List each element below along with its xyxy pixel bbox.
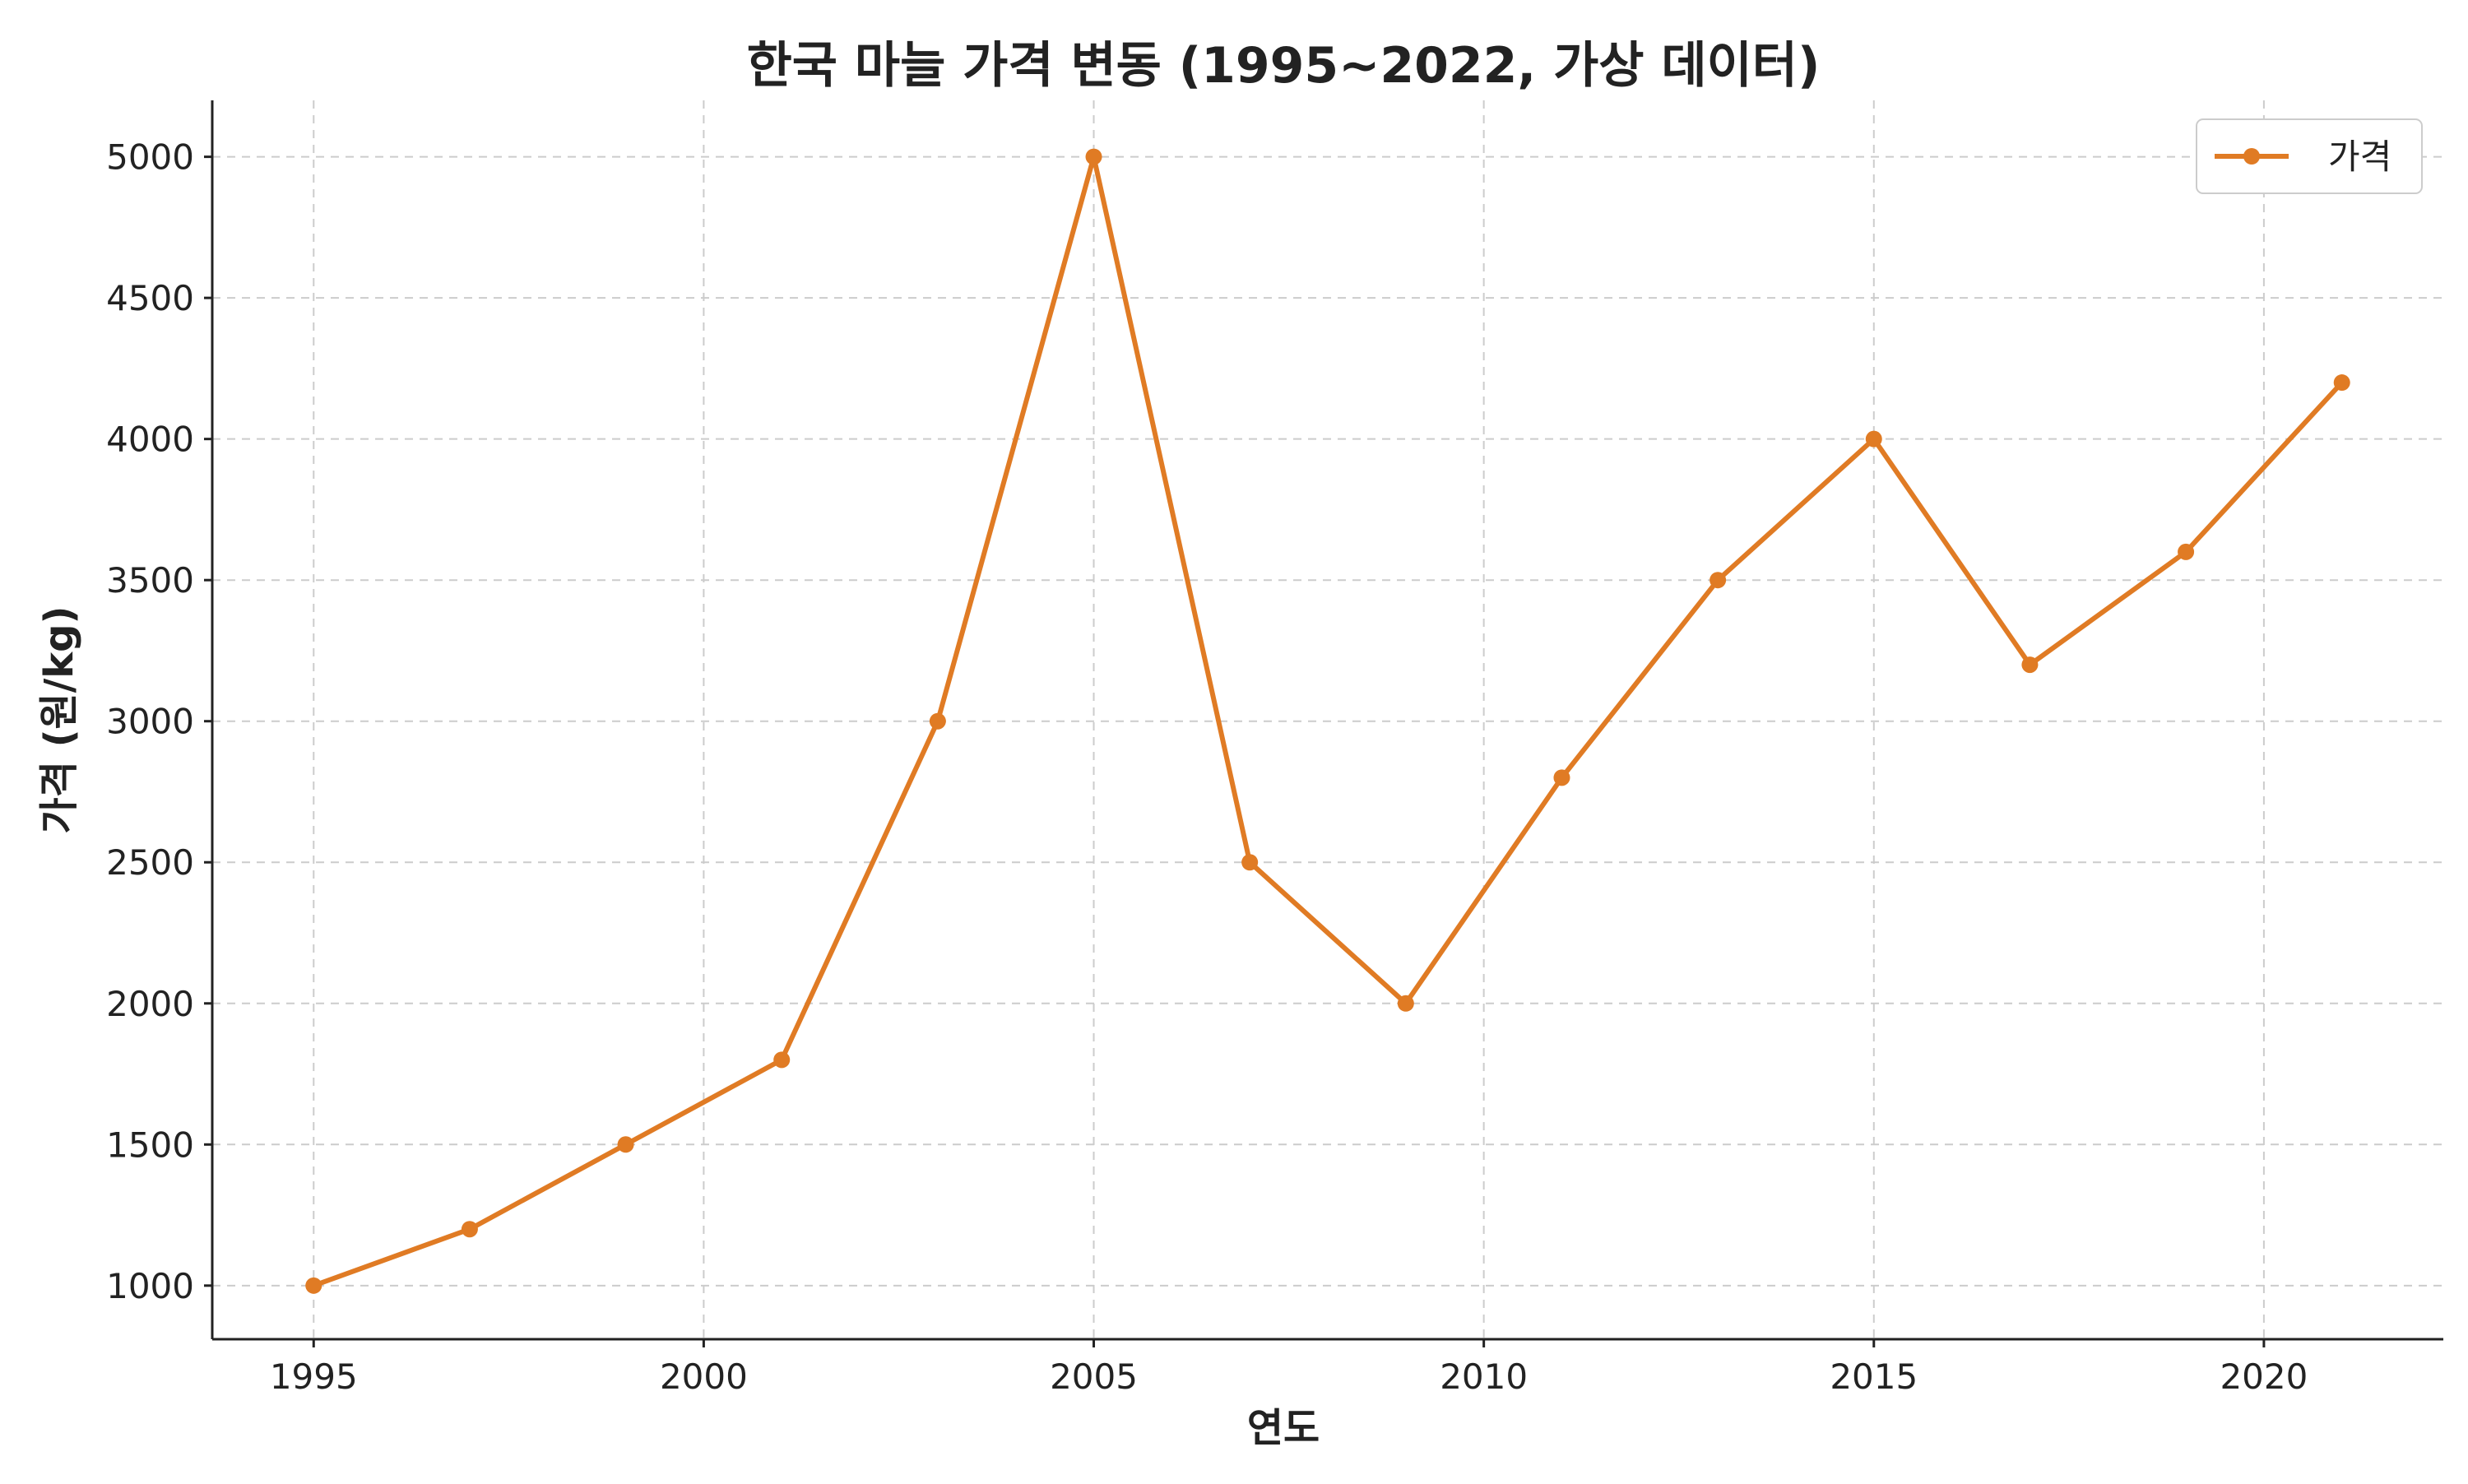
data-point bbox=[2021, 656, 2039, 674]
y-tick-label: 3500 bbox=[106, 560, 194, 601]
x-tick-label: 2020 bbox=[2220, 1356, 2308, 1397]
data-point bbox=[1710, 572, 1727, 589]
y-tick-label: 4500 bbox=[106, 278, 194, 318]
y-axis-label: 가격 (원/kg) bbox=[36, 606, 82, 834]
y-tick-label: 3000 bbox=[106, 702, 194, 742]
x-tick-label: 2005 bbox=[1050, 1356, 1138, 1397]
x-axis-ticks: 1995 2000 2005 2010 2015 2020 bbox=[270, 1339, 2308, 1397]
y-tick-label: 2500 bbox=[106, 842, 194, 883]
x-tick-label: 2000 bbox=[660, 1356, 748, 1397]
y-tick-label: 2000 bbox=[106, 984, 194, 1024]
grid-lines bbox=[212, 100, 2443, 1339]
legend-box bbox=[2196, 118, 2423, 194]
data-point bbox=[1397, 995, 1414, 1012]
series-line bbox=[311, 154, 2345, 1288]
data-point bbox=[1241, 854, 1259, 871]
data-point bbox=[1865, 430, 1882, 448]
data-point bbox=[617, 1136, 634, 1153]
y-axis-ticks: 1000 1500 2000 2500 3000 3500 4000 4500 5000 bbox=[106, 137, 212, 1306]
legend-point-marker bbox=[2243, 148, 2260, 165]
axes-spines bbox=[211, 100, 2443, 1341]
chart-title: 한국 마늘 가격 변동 (1995~2022, 가상 데이터) bbox=[747, 37, 1821, 95]
y-tick-label: 1000 bbox=[106, 1266, 194, 1306]
data-point bbox=[461, 1221, 478, 1238]
data-point bbox=[305, 1277, 322, 1294]
legend-label: 가격 bbox=[2328, 137, 2391, 177]
data-point bbox=[929, 712, 946, 730]
x-tick-label: 2015 bbox=[1830, 1356, 1918, 1397]
data-point bbox=[2178, 543, 2195, 560]
y-tick-label: 1500 bbox=[106, 1125, 194, 1165]
y-tick-label: 4000 bbox=[106, 420, 194, 460]
y-tick-label: 5000 bbox=[106, 137, 194, 178]
data-point bbox=[773, 1051, 791, 1069]
x-tick-label: 2010 bbox=[1440, 1356, 1528, 1397]
x-axis-label: 연도 bbox=[1247, 1405, 1320, 1451]
data-point bbox=[2333, 374, 2350, 392]
data-point bbox=[1085, 148, 1102, 165]
data-point bbox=[1553, 769, 1570, 786]
series-layer bbox=[305, 148, 2350, 1294]
x-tick-label: 1995 bbox=[270, 1356, 358, 1397]
legend: 가격 bbox=[2196, 118, 2423, 194]
